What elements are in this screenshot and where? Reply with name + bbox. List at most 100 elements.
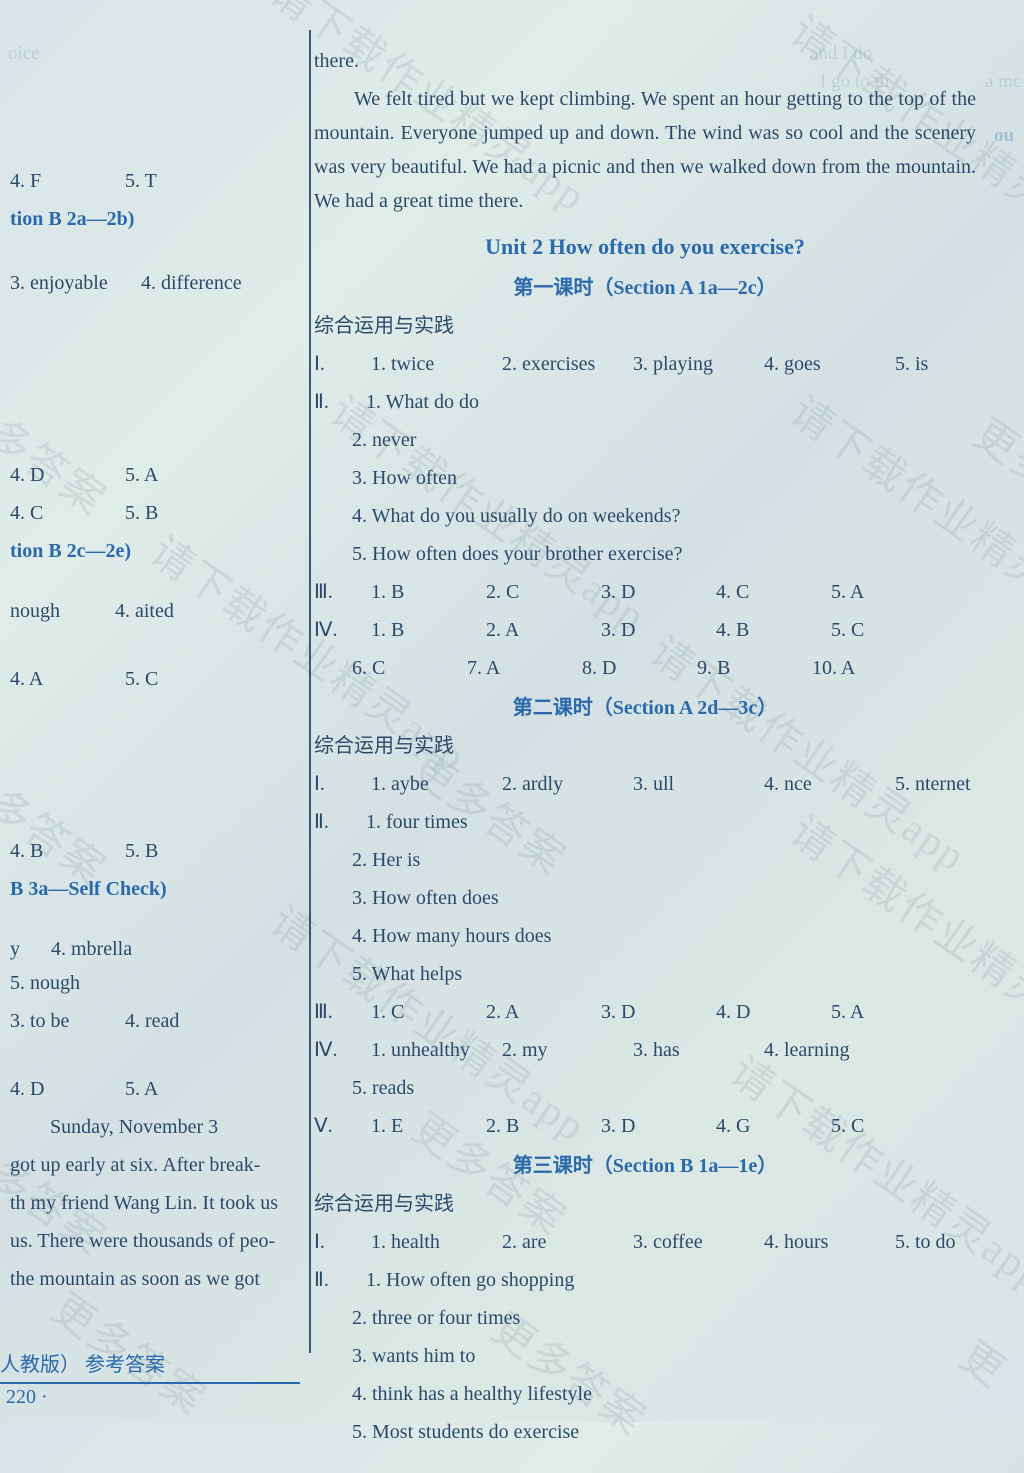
answer-row: 2. never [314, 423, 976, 457]
right-column: there. We felt tired but we kept climbin… [300, 40, 1004, 1453]
ans: 4. aited [115, 594, 215, 628]
ans: 3. coffee [633, 1225, 759, 1259]
page-number: 220 · [6, 1380, 48, 1414]
answer-row: 5. Most students do exercise [314, 1415, 976, 1449]
answer-row: Ⅲ. 1. B 2. C 3. D 4. C 5. A [314, 575, 976, 609]
ans: 2. are [502, 1225, 628, 1259]
para-line: us. There were thousands of peo- [10, 1224, 300, 1258]
ans: 4. G [716, 1109, 826, 1143]
answer-row: Ⅱ.1. How often go shopping [314, 1263, 976, 1297]
answer-row: Ⅳ. 1. unhealthy 2. my 3. has 4. learning [314, 1033, 976, 1067]
ans: 8. D [582, 651, 692, 685]
ans: 3. D [601, 1109, 711, 1143]
ans: 1. unhealthy [371, 1033, 497, 1067]
ans: 5. A [831, 1001, 864, 1023]
paragraph: We felt tired but we kept climbing. We s… [314, 82, 976, 218]
ans: 5. is [895, 353, 928, 375]
answer-row: 3. How often [314, 461, 976, 495]
answer-line: nough 4. aited [10, 594, 300, 628]
ans: 2. C [486, 575, 596, 609]
para-line: th my friend Wang Lin. It took us [10, 1186, 300, 1220]
ans: 2. A [486, 995, 596, 1029]
ans: 1. How often go shopping [366, 1269, 574, 1291]
ans: 9. B [697, 651, 807, 685]
ans: 5. A [125, 1072, 235, 1106]
ans: 2. exercises [502, 347, 628, 381]
answer-row: 5. How often does your brother exercise? [314, 537, 976, 571]
ans: 2. my [502, 1033, 628, 1067]
ans: 3. D [601, 575, 711, 609]
ans: 1. aybe [371, 767, 497, 801]
block-label: 综合运用与实践 [314, 729, 976, 763]
ans: nough [10, 594, 110, 628]
block-label: 综合运用与实践 [314, 309, 976, 343]
answer-line: 4. D 5. A [10, 458, 300, 492]
ans: 4. mbrella [51, 932, 177, 966]
para-line: Sunday, November 3 [10, 1110, 300, 1144]
answer-row: 3. How often does [314, 881, 976, 915]
para-line: got up early at six. After break- [10, 1148, 300, 1182]
answer-line: 3. enjoyable 4. difference [10, 266, 300, 300]
answer-line: 4. A 5. C [10, 662, 300, 696]
ans: 5. nternet [895, 773, 971, 795]
ans: 1. B [371, 613, 481, 647]
ans: 1. C [371, 995, 481, 1029]
ans: 2. B [486, 1109, 596, 1143]
ans: 4. C [716, 575, 826, 609]
answer-line: 3. to be 4. read [10, 1004, 300, 1038]
answer-row: Ⅴ. 1. E 2. B 3. D 4. G 5. C [314, 1109, 976, 1143]
answer-row: Ⅱ.1. four times [314, 805, 976, 839]
answer-row: 4. How many hours does [314, 919, 976, 953]
answer-line: 4. D 5. A [10, 1072, 300, 1106]
answer-line: 4. C 5. B [10, 496, 300, 530]
ans: 5. B [125, 834, 235, 868]
ans: 4. hours [764, 1225, 890, 1259]
ans: 5. T [125, 164, 235, 198]
ans: 4. D [10, 458, 120, 492]
answer-line: y 4. mbrella 5. nough [10, 932, 300, 1000]
ans: 3. has [633, 1033, 759, 1067]
ans: 1. four times [366, 811, 468, 833]
answer-line: 4. B 5. B [10, 834, 300, 868]
ans: 4. F [10, 164, 120, 198]
ans: 5. C [831, 1115, 864, 1137]
ans: 4. learning [764, 1039, 850, 1061]
answer-row: Ⅲ. 1. C 2. A 3. D 4. D 5. A [314, 995, 976, 1029]
ans: 4. D [716, 995, 826, 1029]
ans: 7. A [467, 651, 577, 685]
answer-row: Ⅰ. 1. aybe 2. ardly 3. ull 4. nce 5. nte… [314, 767, 976, 801]
ans: 6. C [352, 651, 462, 685]
answer-line: 4. F 5. T [10, 164, 300, 198]
ans: 5. to do [895, 1231, 956, 1253]
ans: 3. playing [633, 347, 759, 381]
ans: 1. What do do [366, 391, 479, 413]
ans: 2. ardly [502, 767, 628, 801]
ans: 5. A [831, 581, 864, 603]
ans: 4. B [10, 834, 120, 868]
block-label: 综合运用与实践 [314, 1187, 976, 1221]
ans: 3. D [601, 613, 711, 647]
answer-row: 3. wants him to [314, 1339, 976, 1373]
ans: 10. A [812, 657, 855, 679]
ans: 4. nce [764, 767, 890, 801]
ans: 5. B [125, 496, 235, 530]
page: 4. F 5. T tion B 2a—2b) 3. enjoyable 4. … [0, 0, 1024, 1473]
ans: 4. C [10, 496, 120, 530]
ans: y [10, 932, 46, 966]
left-column: 4. F 5. T tion B 2a—2b) 3. enjoyable 4. … [0, 40, 300, 1453]
unit-heading: Unit 2 How often do you exercise? [314, 228, 976, 265]
para-line: the mountain as soon as we got [10, 1262, 300, 1296]
answer-row: Ⅱ.1. What do do [314, 385, 976, 419]
ans: 4. read [125, 1004, 235, 1038]
ans: 4. D [10, 1072, 120, 1106]
ans: 5. A [125, 458, 235, 492]
answer-row: 2. Her is [314, 843, 976, 877]
section-heading: tion B 2c—2e) [10, 534, 300, 568]
lesson-heading: 第三课时（Section B 1a—1e） [314, 1149, 976, 1183]
answer-row: 6. C 7. A 8. D 9. B 10. A [314, 651, 976, 685]
answer-row: 4. What do you usually do on weekends? [314, 499, 976, 533]
answer-row: Ⅳ. 1. B 2. A 3. D 4. B 5. C [314, 613, 976, 647]
ans: 5. C [831, 619, 864, 641]
column-divider [309, 30, 311, 1353]
ans: 1. B [371, 575, 481, 609]
